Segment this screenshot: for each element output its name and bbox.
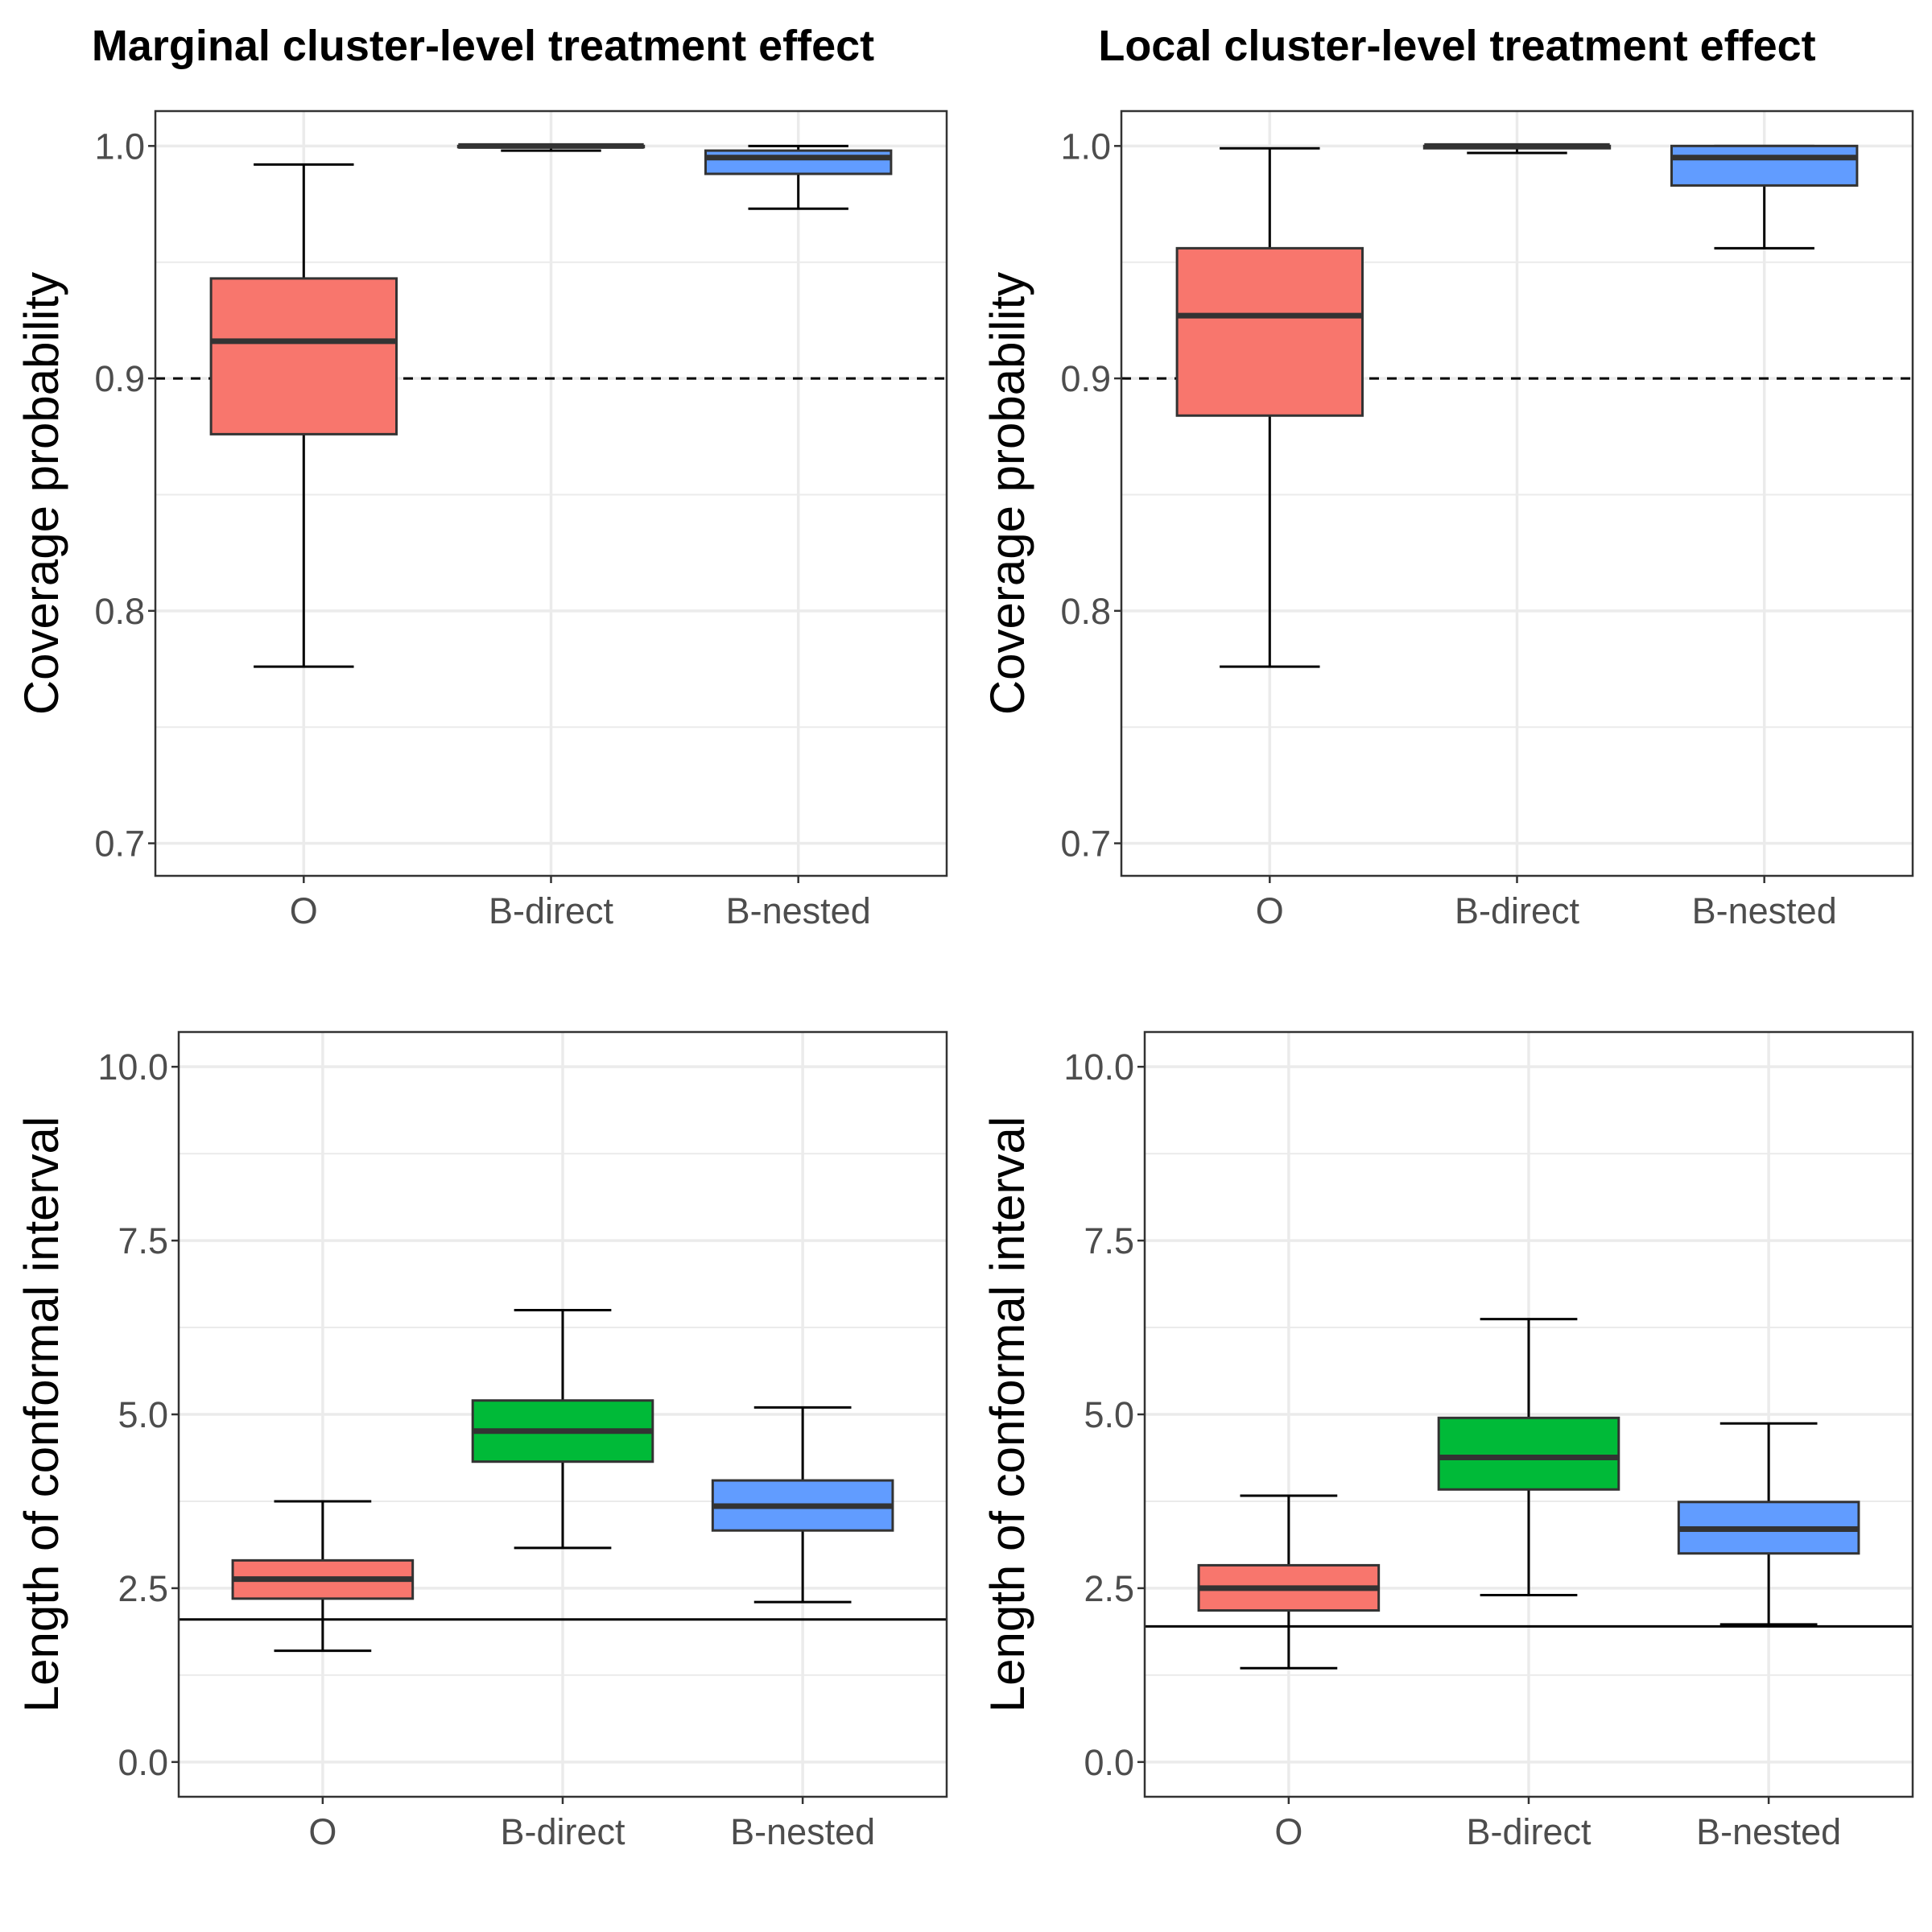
y-tick-label: 0.7 bbox=[94, 824, 145, 865]
panel-border bbox=[1120, 109, 1914, 877]
x-tick-label: O bbox=[1274, 1811, 1302, 1852]
box-B-nested bbox=[711, 1406, 894, 1604]
x-tick-label: O bbox=[308, 1811, 336, 1852]
y-tick-label: 5.0 bbox=[1084, 1394, 1134, 1435]
box-O bbox=[1175, 147, 1364, 668]
panel-length-marginal: 0.0 2.5 5.0 7.5 10.0 O B-direct B-nested Length … bbox=[14, 1030, 948, 1852]
y-axis-title: Coverage probability bbox=[980, 272, 1034, 715]
panels-group: 0.7 0.8 0.9 1.0 O B-direct B-nested Coverage pr… bbox=[14, 109, 1914, 1852]
box-B-nested bbox=[704, 144, 893, 210]
y-tick-label: 0.0 bbox=[118, 1742, 168, 1783]
x-tick-label: B-direct bbox=[1466, 1811, 1591, 1852]
panel-coverage-local: 0.7 0.8 0.9 1.0 O B-direct B-nested Coverage pr… bbox=[980, 109, 1914, 931]
x-tick-label: O bbox=[1256, 890, 1284, 931]
box-iqr bbox=[704, 149, 893, 175]
box-O bbox=[209, 163, 398, 668]
y-tick-label: 0.9 bbox=[94, 358, 145, 399]
x-tick-label: B-nested bbox=[1696, 1811, 1841, 1852]
box-iqr bbox=[1437, 1416, 1620, 1491]
y-tick-label: 7.5 bbox=[1084, 1220, 1134, 1261]
box-O bbox=[1197, 1494, 1381, 1670]
y-tick-label: 1.0 bbox=[1060, 126, 1111, 167]
x-tick-label: B-nested bbox=[730, 1811, 875, 1852]
box-B-direct bbox=[1437, 1318, 1620, 1597]
y-tick-label: 2.5 bbox=[118, 1568, 168, 1609]
x-tick-label: B-nested bbox=[726, 890, 871, 931]
x-tick-label: B-nested bbox=[1692, 890, 1837, 931]
column-title-marginal: Marginal cluster-level treatment effect bbox=[92, 22, 874, 70]
y-tick-label: 1.0 bbox=[94, 126, 145, 167]
column-title-local: Local cluster-level treatment effect bbox=[1098, 22, 1815, 70]
box-B-direct bbox=[471, 1308, 654, 1550]
box-B-direct bbox=[1422, 142, 1612, 155]
y-tick-label: 0.0 bbox=[1084, 1742, 1134, 1783]
box-B-direct bbox=[456, 142, 646, 152]
y-tick-label: 10.0 bbox=[97, 1046, 168, 1088]
x-tick-label: B-direct bbox=[500, 1811, 625, 1852]
x-tick-label: B-direct bbox=[1455, 890, 1580, 931]
x-tick-label: B-direct bbox=[489, 890, 614, 931]
y-axis-title: Length of conformal interval bbox=[14, 1117, 68, 1712]
panel-coverage-marginal: 0.7 0.8 0.9 1.0 O B-direct B-nested Coverage pr… bbox=[14, 109, 948, 931]
y-tick-label: 0.8 bbox=[1060, 591, 1111, 632]
y-tick-label: 2.5 bbox=[1084, 1568, 1134, 1609]
panel-border bbox=[177, 1030, 948, 1798]
box-B-nested bbox=[1677, 1422, 1860, 1626]
panel-border bbox=[1143, 1030, 1914, 1798]
x-tick-label: O bbox=[290, 890, 318, 931]
y-tick-label: 0.9 bbox=[1060, 358, 1111, 399]
box-iqr bbox=[209, 277, 398, 436]
box-iqr bbox=[1670, 144, 1859, 187]
y-tick-label: 0.7 bbox=[1060, 824, 1111, 865]
y-tick-label: 5.0 bbox=[118, 1394, 168, 1435]
y-axis-title: Coverage probability bbox=[14, 272, 68, 715]
y-tick-label: 10.0 bbox=[1063, 1046, 1134, 1088]
panel-border bbox=[154, 109, 948, 877]
y-axis-title: Length of conformal interval bbox=[980, 1117, 1034, 1712]
box-B-nested bbox=[1670, 144, 1859, 250]
box-iqr bbox=[1175, 246, 1364, 417]
y-tick-label: 0.8 bbox=[94, 591, 145, 632]
y-tick-label: 7.5 bbox=[118, 1220, 168, 1261]
panel-length-local: 0.0 2.5 5.0 7.5 10.0 O B-direct B-nested Length … bbox=[980, 1030, 1914, 1852]
box-O bbox=[231, 1500, 415, 1653]
